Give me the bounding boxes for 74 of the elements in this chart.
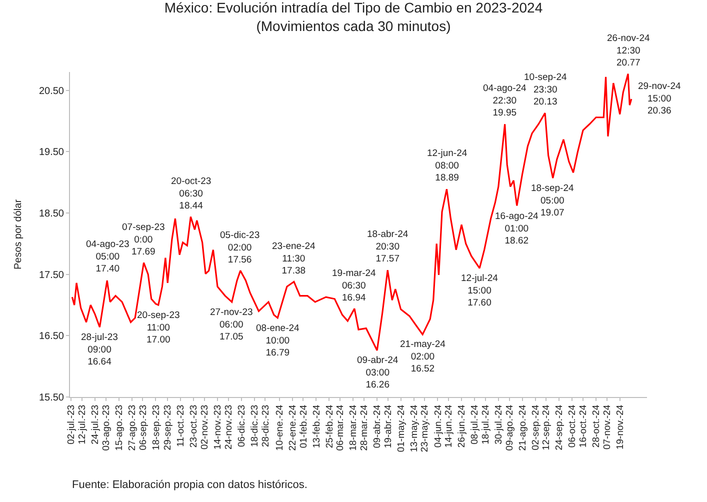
y-tick-label: 19.50: [38, 147, 64, 158]
x-tick-label: 01-may.-24: [396, 404, 407, 452]
x-tick-label: 12-sep.-24: [541, 404, 552, 450]
x-tick-label: 06-oct.-24: [567, 404, 578, 448]
annotation: 09-abr-24 03:00 16.26: [357, 355, 398, 391]
x-tick-label: 29-sep.-23: [162, 404, 174, 450]
x-tick-label: 28-oct.-24: [591, 404, 602, 448]
x-tick-label: 16-oct.-24: [578, 404, 590, 448]
x-tick-label: 24-jul.-23: [90, 404, 102, 444]
annotation: 04-ago-24 22:30 19.95: [483, 83, 526, 119]
x-tick-label: 22-ene.-24: [287, 404, 298, 451]
x-tick-label: 18-jul.-24: [480, 404, 492, 444]
x-tick-label: 03-ago.-23: [100, 404, 112, 451]
x-tick-label: 14-nov.-23: [212, 404, 224, 450]
annotation: 20-oct-23 06:30 18.44: [171, 176, 212, 212]
annotation: 12-jun-24 08:00 18.89: [427, 148, 468, 184]
y-tick-label: 15.50: [38, 392, 64, 404]
y-tick-label: 18.50: [38, 208, 64, 220]
annotation: 21-may-24 02:00 16.52: [400, 339, 446, 375]
x-tick-label: 27-ago.-23: [126, 404, 138, 451]
x-tick-label: 04-jun.-24: [432, 404, 444, 448]
annotation: 12-jul-24 15:00 17.60: [461, 273, 498, 309]
chart-title: México: Evolución intradía del Tipo de Cambio en 2023-2024: [164, 0, 543, 16]
source-note: Fuente: Elaboración propia con datos históricos.: [72, 479, 308, 491]
x-tick-label: 07-nov.-24: [602, 404, 613, 450]
x-tick-label: 14-jun.-24: [444, 404, 455, 448]
x-tick-label: 18-dic.-23: [249, 404, 260, 448]
x-tick-label: 02-jul.-23: [66, 404, 78, 444]
annotation: 27-nov-23 06:00 17.05: [210, 307, 253, 343]
x-tick-label: 11-oct.-23: [176, 404, 187, 447]
x-tick-label: 13-may.-24: [408, 404, 420, 452]
annotation: 05-dic-23 02:00 17.56: [220, 230, 260, 266]
x-tick-label: 26-jun.-24: [456, 404, 468, 448]
annotation: 18-abr-24 20:30 17.57: [367, 229, 408, 265]
x-tick-label: 28-mar.-24: [359, 404, 370, 451]
y-axis-title: Pesos por dólar: [12, 198, 24, 270]
x-tick-label: 25-feb.-24: [324, 404, 336, 448]
x-tick-label: 19-abr.-24: [382, 404, 394, 448]
x-tick-label: 02-nov.-23: [200, 404, 211, 450]
x-tick-label: 09-abr.-24: [372, 404, 384, 448]
x-tick-label: 12-jul.-23: [77, 404, 88, 444]
x-tick-label: 15-ago.-23: [114, 404, 125, 451]
annotation: 23-ene-24 11:30 17.38: [272, 241, 316, 277]
x-tick-label: 24-nov.-23: [223, 404, 234, 450]
chart-subtitle: (Movimientos cada 30 minutos): [256, 18, 451, 34]
x-tick-label: 21-ago.-24: [517, 404, 528, 451]
x-tick-label: 23-oct.-23: [188, 404, 200, 448]
annotation: 16-ago-24 01:00 18.62: [495, 211, 538, 247]
annotation: 20-sep-23 11:00 17.00: [137, 310, 180, 346]
annotation: 04-ago-23 05:00 17.40: [86, 239, 130, 275]
x-tick-label: 24-sep.-24: [554, 404, 566, 450]
x-tick-label: 30-jul.-24: [493, 404, 504, 444]
x-tick-label: 10-ene.-24: [274, 404, 286, 451]
x-tick-label: 28-dic.-23: [260, 404, 272, 448]
y-tick-label: 17.50: [38, 270, 64, 281]
annotation: 26-nov-24 12:30 20.77: [607, 33, 650, 69]
y-tick-label: 16.50: [38, 331, 64, 342]
x-tick-label: 18-mar.-24: [348, 404, 360, 451]
x-tick-label: 06-mar.-24: [335, 404, 346, 451]
x-tick-label: 09-ago.-24: [504, 404, 516, 451]
annotation: 08-ene-24 10:00 16.79: [256, 323, 300, 359]
annotation: 19-mar-24 06:30 16.94: [332, 268, 376, 304]
annotation: 28-jul-23 09:00 16.64: [81, 332, 118, 368]
x-tick-label: 23-may.-24: [420, 404, 431, 452]
x-tick-label: 01-feb.-24: [298, 404, 310, 448]
annotation: 29-nov-24 15:00 20.36: [638, 81, 681, 117]
x-tick-label: 06-sep.-23: [138, 404, 149, 450]
x-tick-label: 06-dic.-23: [236, 404, 248, 448]
x-tick-label: 08-jul.-24: [470, 404, 481, 444]
x-tick-label: 02-sep.-24: [530, 404, 542, 450]
y-tick-label: 20.50: [38, 86, 64, 97]
x-tick-label: 13-feb.-24: [311, 404, 322, 448]
x-tick-label: 18-sep.-23: [150, 404, 162, 450]
x-tick-label: 19-nov.-24: [614, 404, 626, 450]
